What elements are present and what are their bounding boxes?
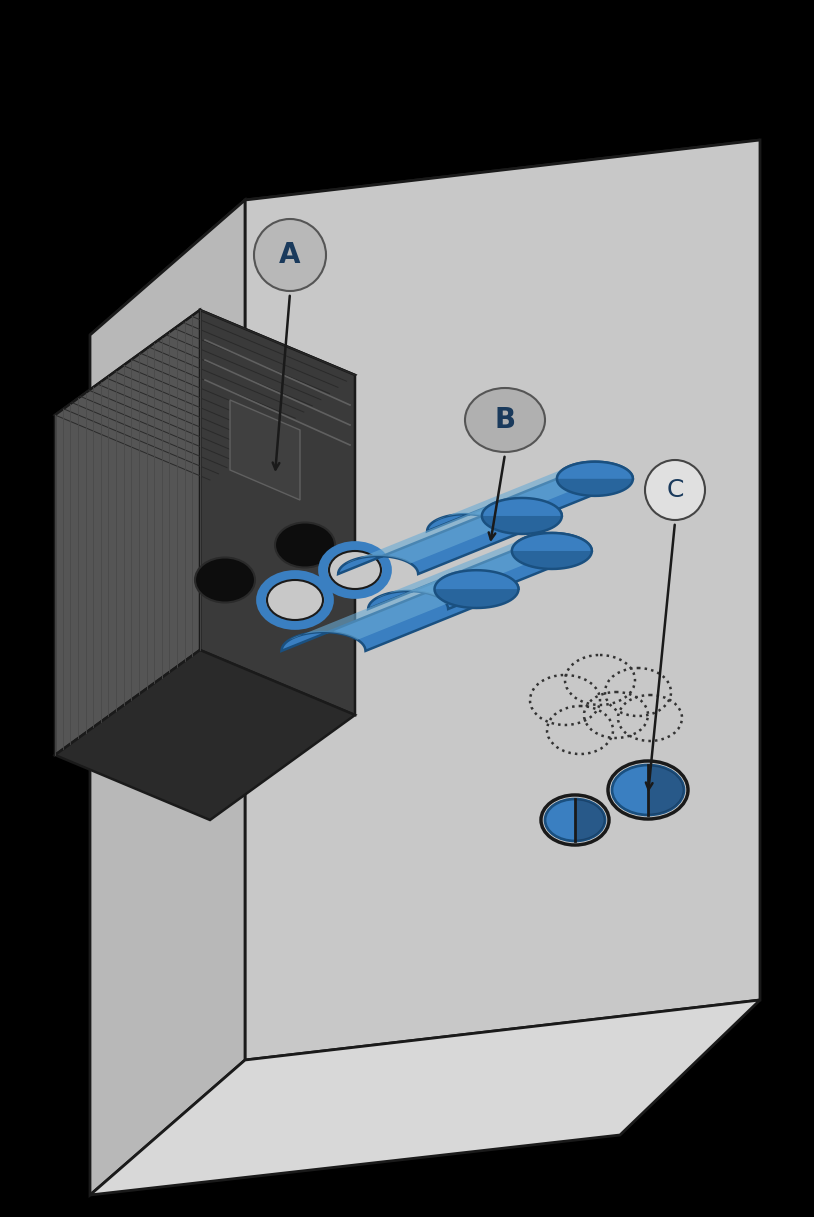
Ellipse shape — [612, 765, 684, 815]
Polygon shape — [55, 310, 200, 755]
Text: C: C — [667, 478, 684, 501]
Ellipse shape — [254, 219, 326, 291]
Polygon shape — [90, 200, 245, 1195]
Polygon shape — [200, 310, 355, 716]
Polygon shape — [376, 533, 584, 599]
Polygon shape — [512, 551, 592, 570]
Polygon shape — [575, 800, 605, 841]
Polygon shape — [482, 498, 562, 534]
Polygon shape — [435, 461, 626, 521]
Text: A: A — [279, 241, 300, 269]
Polygon shape — [230, 400, 300, 500]
Polygon shape — [245, 140, 760, 1060]
Polygon shape — [290, 571, 510, 640]
Polygon shape — [55, 310, 355, 479]
Polygon shape — [512, 533, 592, 570]
Polygon shape — [648, 765, 684, 815]
Polygon shape — [435, 589, 519, 608]
Polygon shape — [557, 461, 633, 495]
Polygon shape — [338, 498, 562, 574]
Ellipse shape — [465, 388, 545, 452]
Ellipse shape — [608, 761, 688, 819]
Polygon shape — [90, 140, 760, 335]
Polygon shape — [346, 498, 554, 563]
Ellipse shape — [326, 548, 384, 591]
Polygon shape — [557, 478, 633, 495]
Polygon shape — [427, 461, 633, 532]
Ellipse shape — [264, 577, 326, 623]
Text: B: B — [494, 406, 515, 434]
Ellipse shape — [195, 557, 255, 602]
Polygon shape — [55, 650, 355, 820]
Ellipse shape — [645, 460, 705, 520]
Polygon shape — [368, 533, 592, 608]
Polygon shape — [435, 571, 519, 608]
Polygon shape — [282, 571, 519, 651]
Ellipse shape — [275, 522, 335, 567]
Polygon shape — [90, 1000, 760, 1195]
Polygon shape — [482, 516, 562, 534]
Ellipse shape — [541, 795, 609, 845]
Ellipse shape — [545, 800, 605, 841]
